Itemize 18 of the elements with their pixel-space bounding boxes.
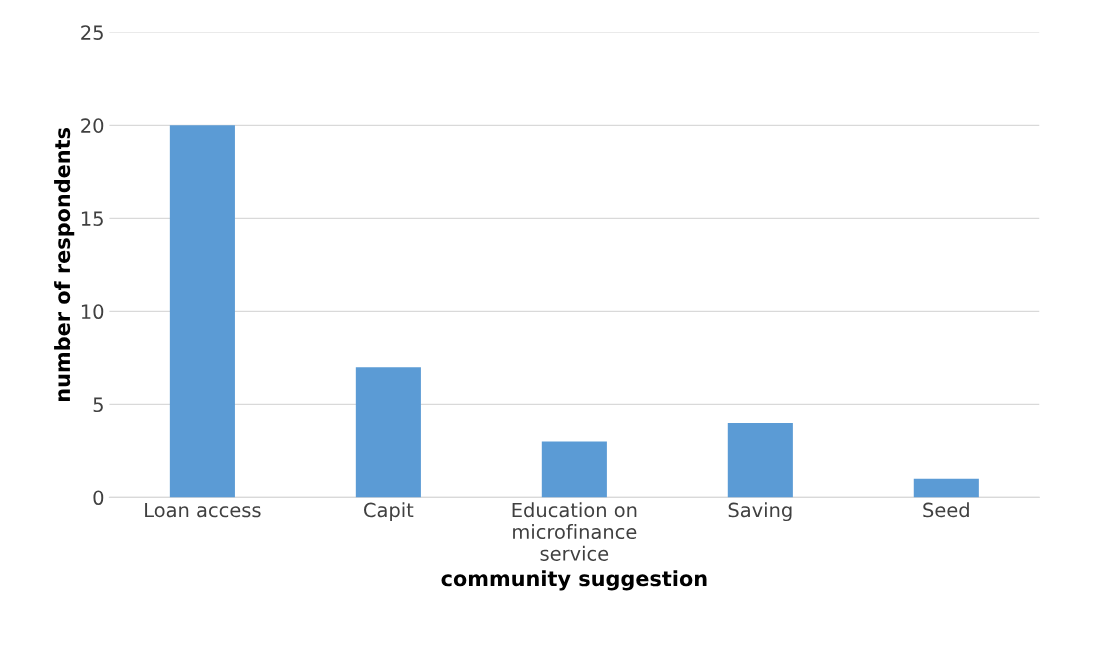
x-tick-label: Education on microfinance service (512, 502, 637, 561)
bar (169, 125, 235, 498)
x-tick-label: Seed (923, 502, 969, 518)
y-tick-label: 5 (93, 397, 103, 413)
y-tick-label: 0 (93, 490, 104, 506)
x-tick-label: Loan access (145, 502, 261, 518)
bar (913, 478, 979, 498)
bar (355, 367, 421, 498)
x-tick-label: Saving (728, 502, 792, 522)
y-tick-label: 10 (81, 304, 104, 320)
y-tick-label: 25 (81, 25, 103, 40)
x-tick-label: Capit (364, 502, 414, 522)
bar (541, 441, 607, 498)
x-axis-title: community suggestion (441, 570, 707, 591)
bar (727, 423, 793, 498)
y-tick-label: 20 (81, 118, 104, 133)
y-tick-label: 15 (81, 211, 103, 227)
y-axis-title: number of respondents (54, 128, 75, 401)
